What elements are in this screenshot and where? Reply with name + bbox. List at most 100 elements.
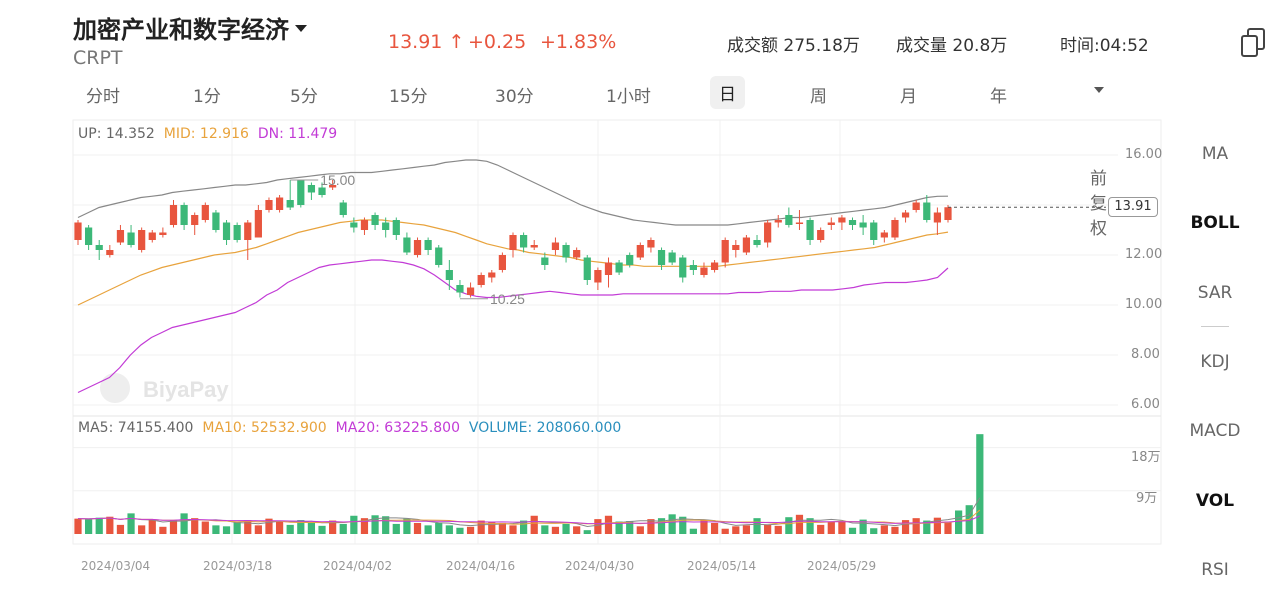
candle-body — [870, 222, 878, 240]
last-price: 13.91 ↑ — [388, 31, 464, 53]
volume-bar — [435, 522, 443, 534]
vol-tick-18w: 18万 — [1131, 450, 1161, 465]
candle-body — [880, 232, 888, 238]
price-tick-12: 12.00 — [1125, 247, 1163, 262]
tab-15min[interactable]: 15分 — [389, 87, 428, 107]
price-tick-6: 6.00 — [1131, 397, 1160, 412]
vol-ma10-label: MA10: 52532.900 — [202, 420, 327, 436]
volume-bar — [329, 520, 337, 534]
volume-bar — [795, 514, 804, 534]
volume-bar — [657, 518, 666, 534]
candle-body — [254, 210, 262, 238]
candle-body — [583, 257, 591, 280]
price-change: +0.25 — [468, 31, 527, 53]
adjust-dropdown[interactable]: 前复权 — [1090, 82, 1107, 239]
volume-bar — [923, 520, 931, 534]
stock-title[interactable]: 加密产业和数字经济 — [73, 10, 307, 45]
adjust-label: 前复权 — [1090, 169, 1107, 239]
volume-bar — [286, 524, 294, 534]
volume-bar — [689, 528, 697, 534]
candle-body — [392, 220, 400, 235]
candle-body — [106, 250, 114, 255]
date-label: 2024/04/02 — [323, 559, 393, 573]
last-price-tag: 13.91 — [1108, 197, 1158, 217]
tab-1min[interactable]: 1分 — [193, 87, 221, 107]
indicator-macd[interactable]: MACD — [1189, 421, 1241, 441]
candle-body — [721, 240, 729, 263]
candle-body — [764, 222, 772, 243]
tab-intraday[interactable]: 分时 — [86, 87, 120, 107]
candle-body — [307, 185, 316, 193]
min-price-label: 10.25 — [490, 291, 525, 307]
turnover-label: 成交额 — [727, 36, 778, 56]
date-label: 2024/05/14 — [687, 559, 757, 573]
tab-1hour[interactable]: 1小时 — [606, 87, 651, 107]
volume-bar — [594, 519, 602, 534]
indicator-boll[interactable]: BOLL — [1190, 213, 1240, 233]
candle-body — [700, 267, 708, 275]
date-label: 2024/03/18 — [203, 559, 273, 573]
time: 时间:04:52 — [1060, 31, 1149, 56]
indicator-sar[interactable]: SAR — [1197, 283, 1233, 303]
candle-body — [710, 262, 719, 270]
candle-body — [785, 215, 793, 225]
tab-30min[interactable]: 30分 — [495, 87, 534, 107]
candle-body — [657, 250, 666, 265]
volume-ma-lines — [77, 497, 981, 528]
candle-body — [520, 235, 528, 248]
candle-body — [350, 222, 358, 228]
candle-body — [329, 185, 337, 188]
volume-bar — [350, 515, 358, 534]
volume-bar — [180, 513, 188, 534]
volume: 成交量 20.8万 — [896, 31, 1007, 56]
volume-bar — [265, 518, 273, 534]
volume-bar — [764, 524, 772, 534]
volume-bar — [710, 522, 719, 534]
chevron-down-icon — [1094, 87, 1104, 93]
volume-bar — [138, 525, 146, 534]
boll-up-label: UP: 14.352 — [78, 126, 155, 142]
volume-bar — [169, 520, 178, 534]
tab-day[interactable]: 日 — [710, 76, 745, 109]
candle-body — [912, 202, 920, 210]
volume-bar — [254, 525, 262, 534]
candle-body — [530, 245, 538, 248]
volume-bar — [647, 519, 655, 534]
volume-bar — [403, 518, 411, 534]
indicator-ma[interactable]: MA — [1201, 144, 1229, 164]
volume-bar — [520, 520, 528, 534]
volume-bar — [275, 521, 284, 534]
candle-body — [275, 197, 284, 210]
tab-year[interactable]: 年 — [990, 87, 1007, 107]
candle-body — [573, 250, 581, 258]
volume-bar — [233, 521, 241, 534]
indicator-rsi[interactable]: RSI — [1201, 560, 1229, 580]
tab-week[interactable]: 周 — [810, 87, 827, 107]
indicator-vol[interactable]: VOL — [1195, 491, 1235, 511]
volume-bar — [573, 526, 581, 534]
volume-bar — [456, 527, 464, 534]
volume-bar — [551, 526, 560, 534]
tab-month[interactable]: 月 — [900, 87, 917, 107]
date-label: 2024/03/04 — [81, 559, 151, 573]
candle-body — [498, 255, 506, 270]
stock-name: 加密产业和数字经济 — [73, 16, 289, 44]
candle-body — [424, 240, 432, 250]
candle-body — [859, 222, 867, 228]
volume-bars — [74, 434, 984, 534]
price-tick-8: 8.00 — [1131, 347, 1160, 362]
copy-icon[interactable] — [1240, 27, 1268, 59]
candle-body — [74, 222, 82, 240]
title-dropdown-icon[interactable] — [295, 24, 307, 32]
candle-body — [413, 240, 422, 255]
candle-body — [466, 287, 475, 295]
volume-bar — [933, 517, 941, 534]
tab-5min[interactable]: 5分 — [290, 87, 318, 107]
volume-bar — [700, 520, 708, 534]
volume-bar — [541, 525, 549, 534]
candle-body — [339, 202, 347, 215]
volume-bar — [976, 434, 984, 534]
indicator-kdj[interactable]: KDJ — [1200, 352, 1230, 372]
boll-dn-label: DN: 11.479 — [257, 126, 338, 142]
